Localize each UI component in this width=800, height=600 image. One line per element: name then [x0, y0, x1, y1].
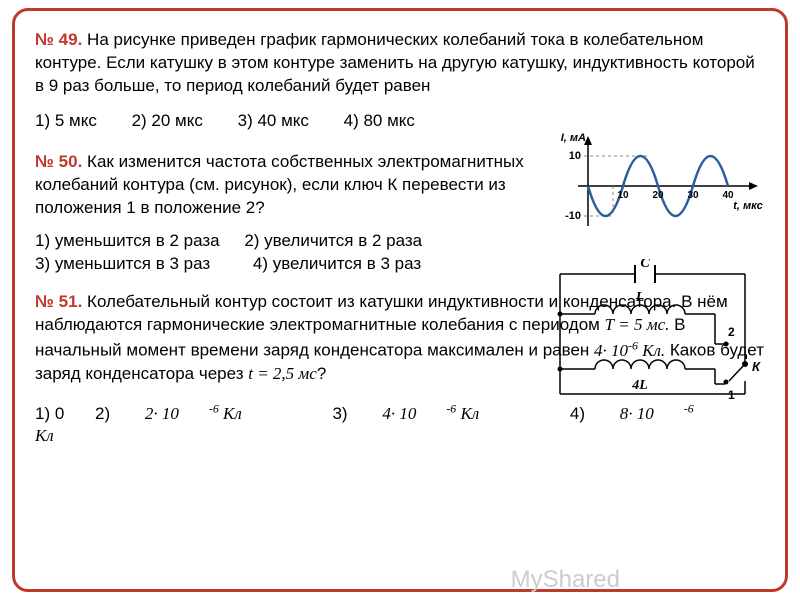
p50-opt4: 4) увеличится в 3 раз	[253, 254, 421, 273]
svg-text:1: 1	[728, 388, 735, 402]
x-axis-label: t, мкс	[733, 200, 763, 212]
p50-opt2: 2) увеличится в 2 раза	[244, 231, 422, 250]
p50-text: Как изменится частота собственных электр…	[35, 152, 524, 217]
p49-opt4: 4) 80 мкс	[344, 111, 415, 130]
problem-50: № 50. Как изменится частота собственных …	[35, 151, 545, 276]
p49-text: На рисунке приведен график гармонических…	[35, 30, 755, 95]
p51-time: t = 2,5 мс	[248, 364, 317, 383]
ytick-neg10: -10	[565, 210, 581, 222]
circuit-diagram: C L 4L 2 1 К	[540, 259, 765, 414]
svg-text:К: К	[752, 359, 761, 374]
p50-opt3: 3) уменьшится в 3 раз	[35, 254, 210, 273]
p51-opt1: 1) 0	[35, 404, 64, 423]
sine-chart: I, мА 10 -10 10 20 30 40 t, мкс	[548, 131, 763, 246]
xtick-30: 30	[687, 190, 699, 201]
p49-opt2: 2) 20 мкс	[132, 111, 203, 130]
p49-number: № 49.	[35, 30, 82, 49]
svg-text:4L: 4L	[631, 378, 648, 393]
ytick-10: 10	[569, 150, 581, 162]
xtick-20: 20	[652, 190, 664, 201]
p50-options: 1) уменьшится в 2 раза 2) увеличится в 2…	[35, 230, 545, 276]
problem-49: № 49. На рисунке приведен график гармони…	[35, 29, 765, 133]
xtick-10: 10	[617, 190, 629, 201]
p49-opt1: 1) 5 мкс	[35, 111, 97, 130]
p50-number: № 50.	[35, 152, 82, 171]
svg-text:L: L	[635, 290, 645, 305]
p49-options: 1) 5 мкс 2) 20 мкс 3) 40 мкс 4) 80 мкс	[35, 110, 765, 133]
watermark: MyShared	[511, 566, 620, 594]
p51-opt2: 2) 2· 10-6 Кл	[95, 404, 302, 423]
svg-text:2: 2	[728, 325, 735, 339]
p51-number: № 51.	[35, 292, 82, 311]
p49-opt3: 3) 40 мкс	[238, 111, 309, 130]
p51-opt3: 3) 4· 10-6 Кл	[332, 404, 539, 423]
p50-opt1: 1) уменьшится в 2 раза	[35, 231, 220, 250]
svg-text:C: C	[640, 259, 650, 271]
y-axis-label: I, мА	[561, 132, 586, 144]
